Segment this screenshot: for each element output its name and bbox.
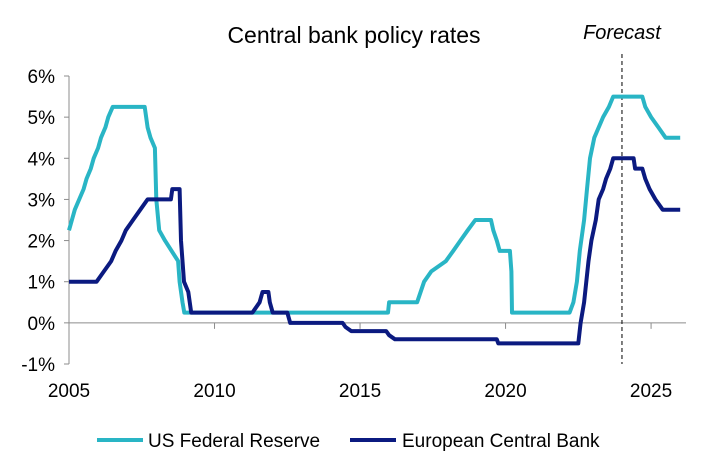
series-line-0 [67,94,681,315]
x-tick-label: 2025 [630,381,672,402]
axes: -1% 0% 1% 2% 3% 4% 5% 6% 2005 2010 2015 2020 2025 [21,67,686,402]
series-lines [67,94,681,346]
series-line-1 [69,156,681,346]
legend-label-1: European Central Bank [402,431,600,452]
chart-title: Central bank policy rates [227,22,480,48]
legend: US Federal Reserve European Central Bank [97,431,600,452]
x-tick-label: 2015 [339,381,381,402]
y-tick-label: 6% [28,67,56,88]
y-tick-label: 4% [28,149,56,170]
y-tick-label: -1% [21,355,55,376]
y-tick-label: 5% [28,108,56,129]
y-tick-label: 0% [28,314,56,335]
y-tick-label: 2% [28,232,56,253]
y-tick-label: 3% [28,190,56,211]
forecast-label: Forecast [583,22,662,44]
x-tick-label: 2005 [48,381,90,402]
x-tick-label: 2010 [193,381,235,402]
forecast-annotation: Forecast [583,22,662,364]
x-tick-label: 2020 [484,381,526,402]
y-tick-label: 1% [28,273,56,294]
legend-label-0: US Federal Reserve [148,431,320,452]
